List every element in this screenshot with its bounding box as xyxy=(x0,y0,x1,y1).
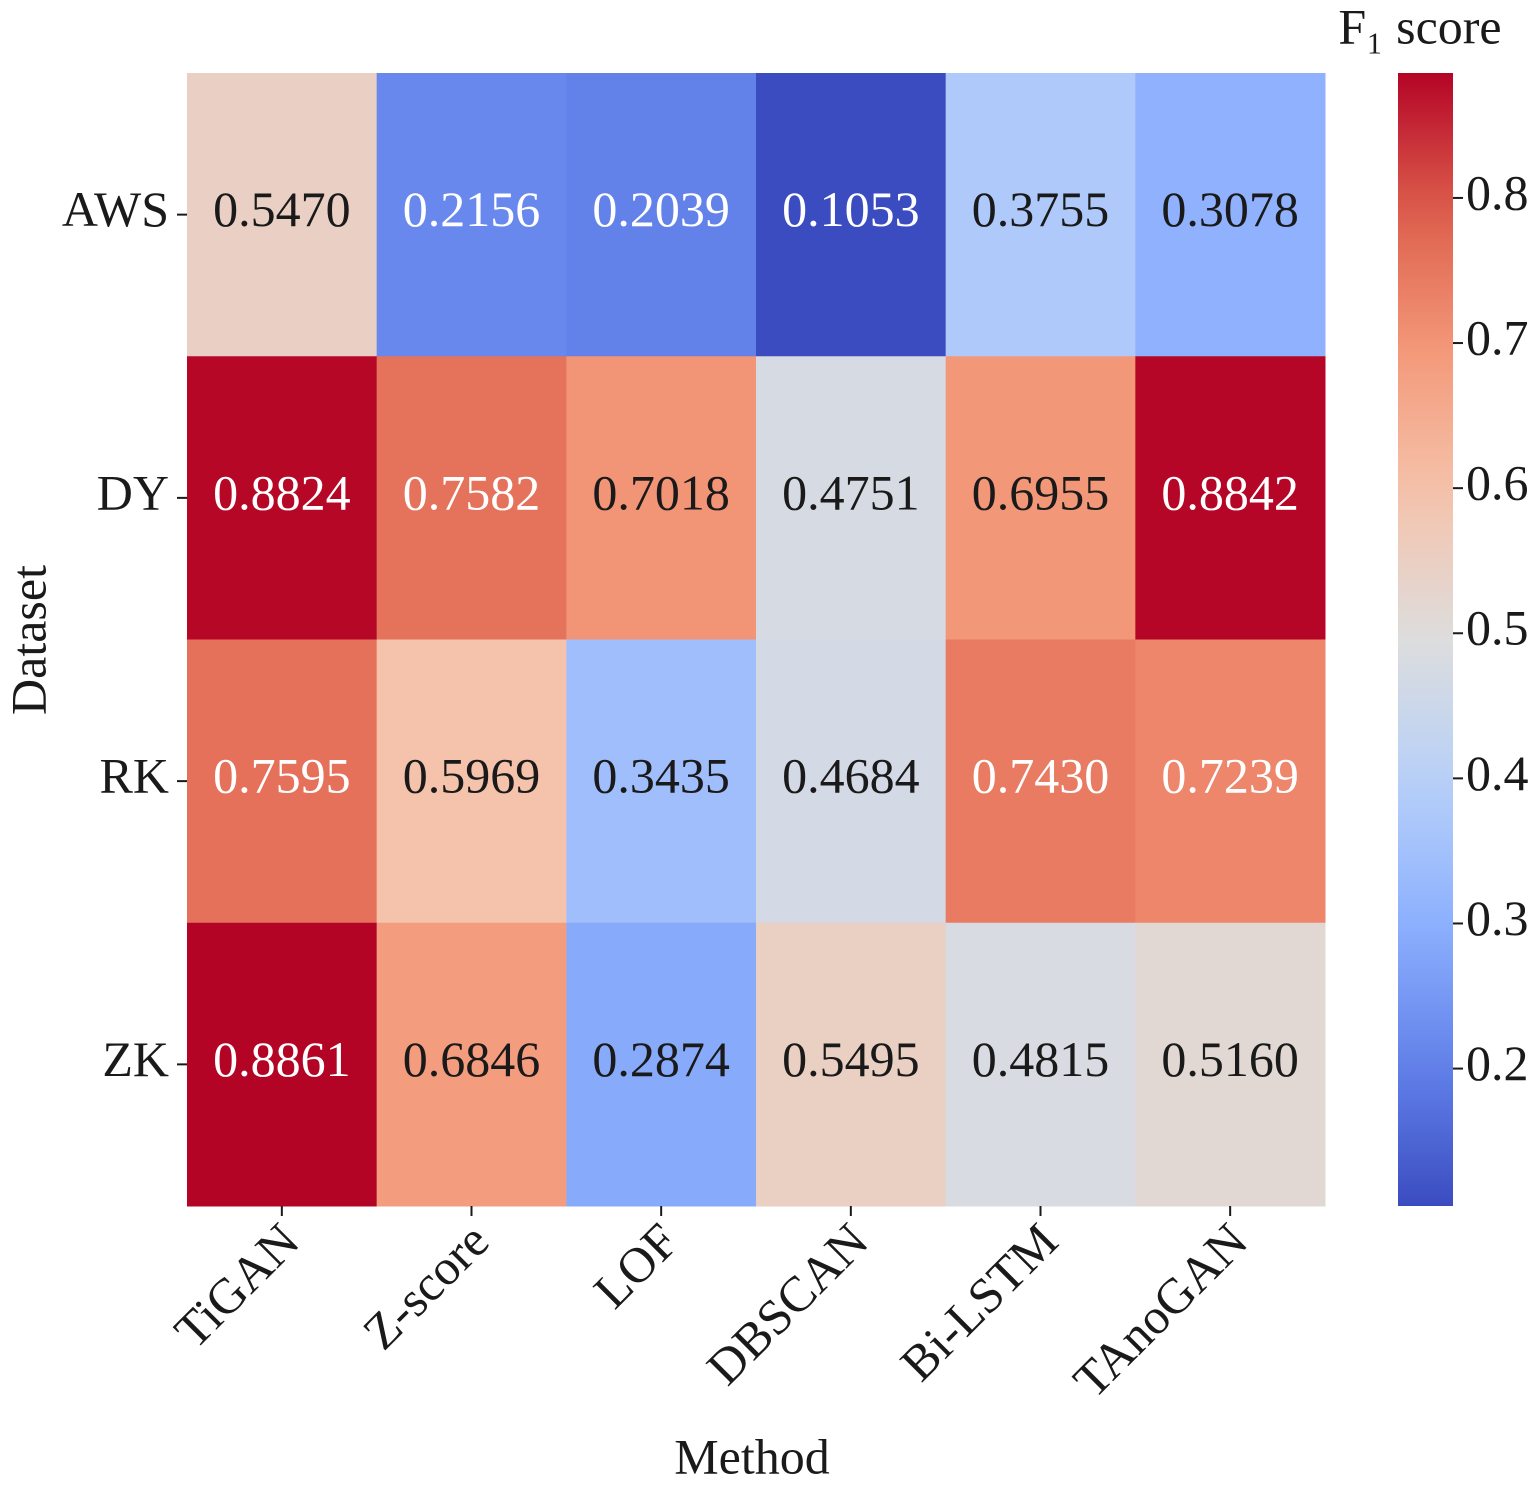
cell-label: 0.3435 xyxy=(592,748,730,804)
cell-label: 0.5470 xyxy=(213,181,351,237)
x-axis-label: Method xyxy=(674,1428,830,1484)
heatmap-cell xyxy=(187,922,378,1207)
heatmap-cell xyxy=(566,922,757,1207)
heatmap-cell xyxy=(945,356,1136,640)
heatmap-cell xyxy=(756,73,947,357)
colorbar-tick-label: 0.2 xyxy=(1466,1035,1529,1091)
cell-label: 0.4751 xyxy=(782,464,920,520)
heatmap-cell xyxy=(1135,73,1326,357)
x-tick-label: LOF xyxy=(583,1212,689,1318)
cell-label: 0.5160 xyxy=(1161,1031,1299,1087)
cell-label: 0.3078 xyxy=(1161,181,1299,237)
cell-label: 0.7018 xyxy=(592,464,730,520)
heatmap-cell xyxy=(376,922,567,1207)
heatmap-cell xyxy=(945,73,1136,357)
cell-label: 0.7430 xyxy=(972,748,1110,804)
y-tick-label: AWS xyxy=(62,181,169,237)
x-tick-label: TiGAN xyxy=(163,1212,309,1358)
heatmap-cell xyxy=(376,639,567,924)
colorbar-tick-label: 0.3 xyxy=(1466,890,1529,946)
cell-label: 0.8824 xyxy=(213,464,351,520)
cell-label: 0.8861 xyxy=(213,1031,351,1087)
cell-label: 0.3755 xyxy=(972,181,1110,237)
colorbar-tick-label: 0.7 xyxy=(1466,310,1529,366)
x-tick-label: TAnoGAN xyxy=(1062,1212,1258,1408)
cell-label: 0.5969 xyxy=(403,748,541,804)
heatmap-cell xyxy=(1135,922,1326,1207)
heatmap-cell xyxy=(1135,356,1326,640)
cell-label: 0.6846 xyxy=(403,1031,541,1087)
colorbar xyxy=(1398,73,1453,1206)
heatmap-cell xyxy=(187,356,378,640)
heatmap-cell xyxy=(566,639,757,924)
heatmap-cell xyxy=(756,356,947,640)
colorbar-tick-label: 0.4 xyxy=(1466,745,1529,801)
y-axis-label: Dataset xyxy=(0,565,56,715)
cell-label: 0.1053 xyxy=(782,181,920,237)
cell-label: 0.8842 xyxy=(1161,464,1299,520)
cell-label: 0.6955 xyxy=(972,464,1110,520)
heatmap-cell xyxy=(1135,639,1326,924)
colorbar-tick-label: 0.6 xyxy=(1466,455,1529,511)
heatmap-cell xyxy=(187,639,378,924)
heatmap-cell xyxy=(945,639,1136,924)
x-tick-label: Z-score xyxy=(352,1212,500,1360)
cell-label: 0.2156 xyxy=(403,181,541,237)
cell-label: 0.4815 xyxy=(972,1031,1110,1087)
cell-label: 0.2039 xyxy=(592,181,730,237)
heatmap-cell xyxy=(756,639,947,924)
x-tick-label: Bi-LSTM xyxy=(889,1212,1068,1391)
x-tick-label: DBSCAN xyxy=(696,1212,879,1395)
heatmap-cell xyxy=(756,922,947,1207)
cell-label: 0.7595 xyxy=(213,748,351,804)
colorbar-tick-label: 0.8 xyxy=(1466,164,1529,220)
colorbar-label: F₁ score xyxy=(1338,0,1501,54)
cell-label: 0.5495 xyxy=(782,1031,920,1087)
cell-label: 0.4684 xyxy=(782,748,920,804)
heatmap-cell xyxy=(566,356,757,640)
colorbar-tick-label: 0.5 xyxy=(1466,600,1529,656)
y-tick-label: RK xyxy=(100,748,169,804)
heatmap-cell xyxy=(376,73,567,357)
heatmap-cell xyxy=(945,922,1136,1207)
heatmap-cell xyxy=(566,73,757,357)
y-tick-label: ZK xyxy=(102,1031,169,1087)
y-tick-label: DY xyxy=(97,464,169,520)
cell-label: 0.7239 xyxy=(1161,748,1299,804)
heatmap-cell xyxy=(187,73,378,357)
heatmap-cell xyxy=(376,356,567,640)
cell-label: 0.7582 xyxy=(403,464,541,520)
cell-label: 0.2874 xyxy=(592,1031,730,1087)
